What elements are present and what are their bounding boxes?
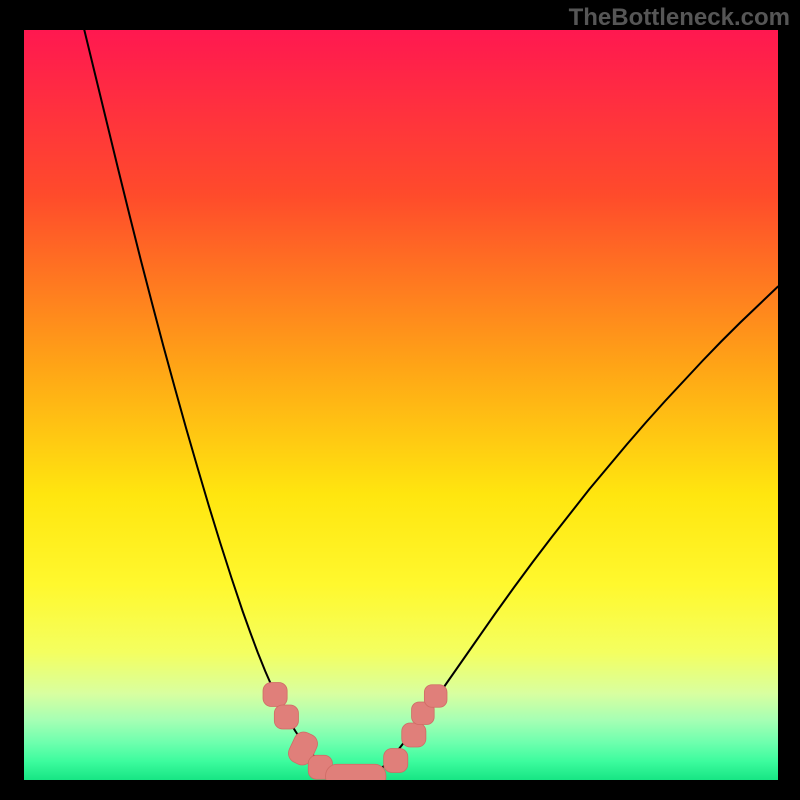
curve-marker [263, 683, 287, 707]
curve-marker [402, 723, 426, 747]
plot-background [24, 30, 778, 780]
chart-plot [24, 30, 778, 780]
curve-marker [424, 685, 447, 708]
curve-marker [384, 749, 408, 773]
curve-marker [274, 705, 298, 729]
watermark-text: TheBottleneck.com [569, 4, 790, 32]
curve-marker [326, 764, 386, 780]
